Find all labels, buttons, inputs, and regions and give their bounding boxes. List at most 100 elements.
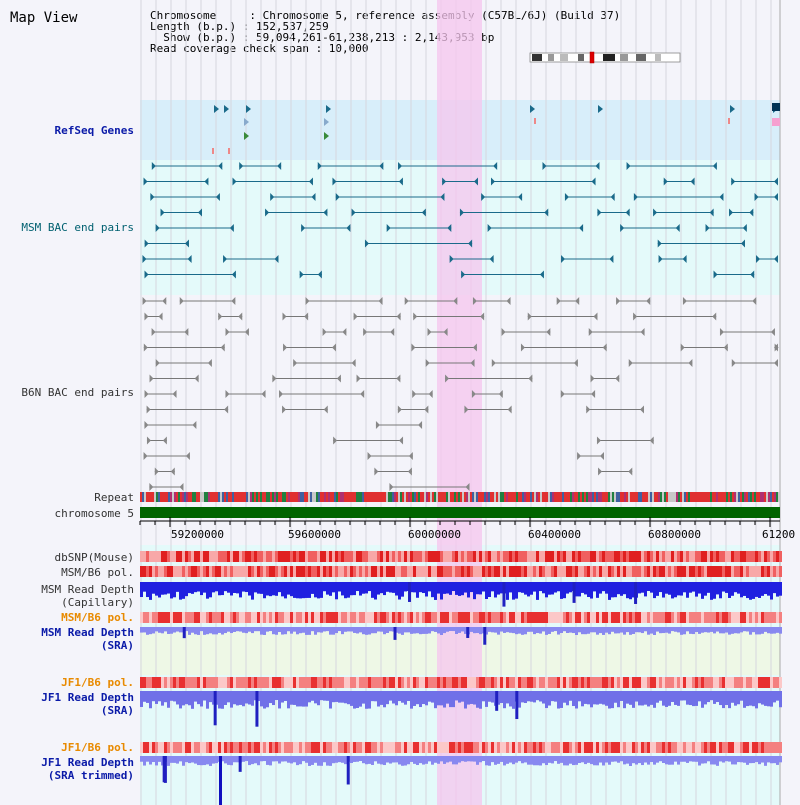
repeat-segment [144,492,146,502]
snp-density-cell [569,742,572,753]
read-depth-bar [641,691,644,706]
snp-density-cell [413,551,416,562]
read-depth-bar [629,691,632,705]
read-depth-bar [635,627,638,633]
read-depth-bar [587,582,590,598]
chromosome-ideogram[interactable] [529,51,681,64]
snp-density-cell [368,551,371,562]
snp-density-cell [446,677,449,688]
snp-density-cell [383,612,386,623]
repeat-segment [248,492,250,502]
read-depth-bar [347,627,350,632]
snp-density-cell [581,566,584,577]
snp-density-cell [746,677,749,688]
b6n-bac-pairs[interactable] [142,297,779,491]
read-depth-bar [284,582,287,599]
read-depth-bar [374,691,377,702]
bac-end-marker [542,162,547,170]
read-depth-bar [341,627,344,635]
snp-density-cell [323,612,326,623]
snp-density-cell [767,566,770,577]
read-depth-bar [638,582,641,594]
highlight-region[interactable] [437,0,482,805]
read-depth-bar [497,627,500,635]
read-depth-bar [779,582,782,596]
bac-end-marker [468,239,473,248]
read-depth-bar [164,691,167,703]
snp-density-cell [347,551,350,562]
read-depth-bar [173,756,176,763]
read-depth-bar [491,756,494,763]
snp-density-cell [425,742,428,753]
bac-end-marker [770,328,775,336]
read-depth-bar [482,582,485,592]
read-depth-bar [239,582,242,598]
snp-density-cell [164,612,167,623]
msm-bac-pairs[interactable] [142,162,778,279]
read-depth-bar [437,691,440,706]
read-depth-bar [764,582,767,595]
read-depth-bar [701,582,704,599]
read-depth-bar [323,582,326,592]
snp-density-cell [617,742,620,753]
snp-density-cell [518,566,521,577]
snp-density-cell [599,551,602,562]
snp-density-cell [686,551,689,562]
chromosome-bar[interactable] [140,507,780,518]
read-depth-bar [554,691,557,702]
snp-density-cell [332,551,335,562]
snp-density-cell [365,566,368,577]
read-depth-bar [272,756,275,762]
snp-density-cell [752,742,755,753]
refseq-genes[interactable] [212,103,780,154]
read-depth-bar [509,582,512,593]
repeat-segment [596,492,598,502]
read-depth-bar [146,756,149,762]
snp-density-cell [320,742,323,753]
snp-density-cell [176,742,179,753]
snp-density-cell [464,612,467,623]
variant-tracks[interactable] [140,551,782,805]
snp-density-cell [599,677,602,688]
repeat-segment [562,492,564,502]
snp-density-cell [713,566,716,577]
read-depth-bar [671,756,674,765]
bac-end-marker [527,312,532,321]
snp-density-cell [635,551,638,562]
snp-density-cell [533,612,536,623]
snp-density-cell [251,551,254,562]
read-depth-bar [548,691,551,706]
snp-density-cell [353,742,356,753]
read-depth-bar [302,627,305,633]
read-depth-bar [635,756,638,765]
snp-density-cell [611,612,614,623]
read-depth-bar [152,627,155,634]
bac-end-marker [150,193,155,201]
read-depth-bar [668,756,671,765]
snp-density-cell [287,566,290,577]
snp-density-cell [341,551,344,562]
snp-density-cell [140,551,143,562]
read-depth-bar [350,582,353,596]
snp-density-cell [410,566,413,577]
read-depth-bar [329,582,332,596]
repeat-segment [568,492,570,502]
snp-density-cell [236,612,239,623]
snp-density-cell [578,742,581,753]
snp-density-cell [650,677,653,688]
repeat-track[interactable] [140,492,780,502]
snp-density-cell [410,742,413,753]
gene-block [772,103,780,111]
snp-density-cell [698,677,701,688]
snp-density-cell [404,566,407,577]
snp-density-cell [188,612,191,623]
repeat-segment [332,492,334,502]
snp-density-cell [569,677,572,688]
snp-density-cell [413,612,416,623]
snp-density-cell [266,612,269,623]
read-depth-bar [203,582,206,593]
snp-density-cell [302,551,305,562]
snp-density-cell [575,551,578,562]
read-depth-bar [560,627,563,633]
